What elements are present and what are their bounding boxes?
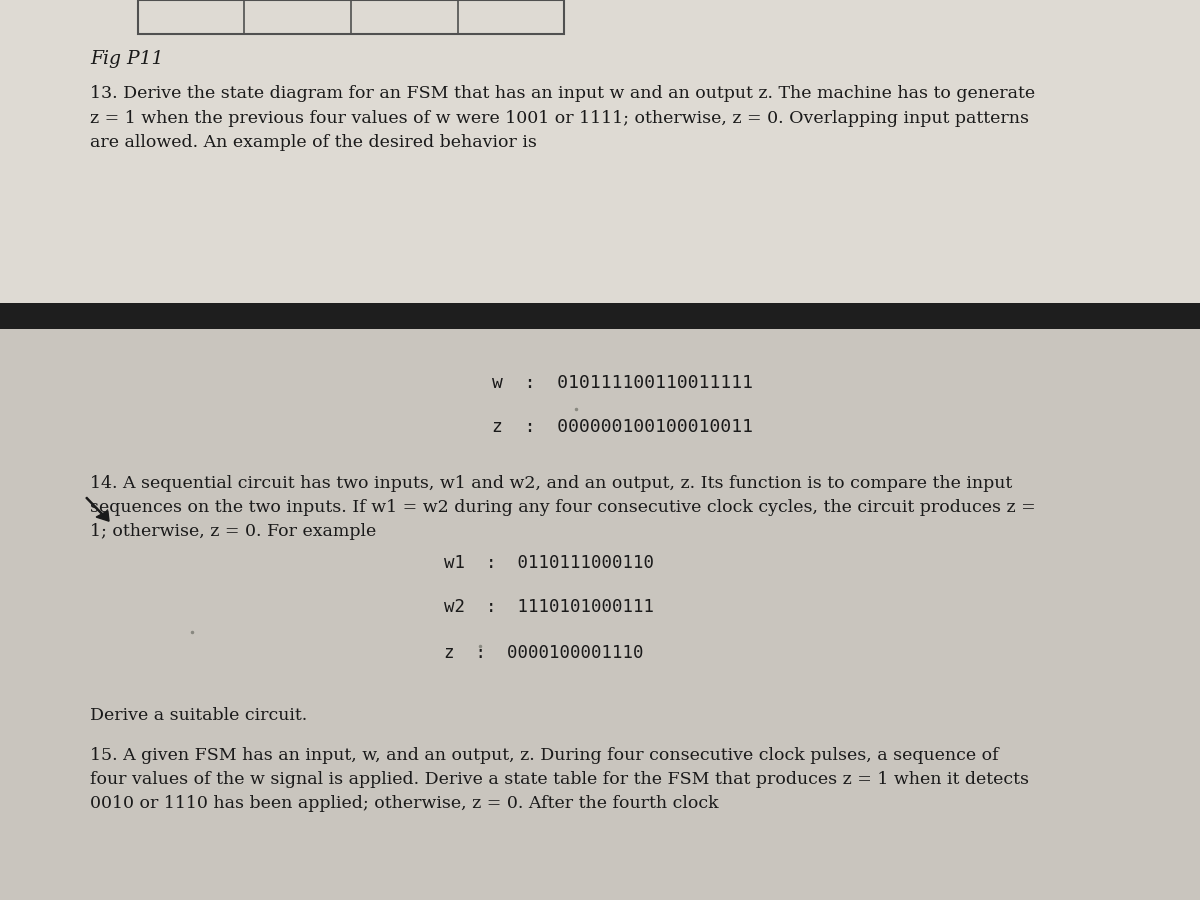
Text: w  :  010111100110011111: w : 010111100110011111: [492, 374, 754, 392]
Text: w2  :  1110101000111: w2 : 1110101000111: [444, 598, 654, 616]
Text: z  :  000000100100010011: z : 000000100100010011: [492, 418, 754, 436]
Text: w1  :  0110111000110: w1 : 0110111000110: [444, 554, 654, 572]
Bar: [0, 0, 1200, 303]
Text: 15. A given FSM has an input, w, and an output, z. During four consecutive clock: 15. A given FSM has an input, w, and an …: [90, 747, 1030, 813]
Bar: [138, 0, 564, 34]
Text: 14. A sequential circuit has two inputs, w1 and w2, and an output, z. Its functi: 14. A sequential circuit has two inputs,…: [90, 475, 1036, 541]
Text: 13. Derive the state diagram for an FSM that has an input w and an output z. The: 13. Derive the state diagram for an FSM …: [90, 86, 1036, 151]
FancyArrow shape: [86, 498, 109, 521]
Text: Derive a suitable circuit.: Derive a suitable circuit.: [90, 706, 307, 724]
Text: Fig P11: Fig P11: [90, 50, 163, 68]
Bar: [0, 303, 1200, 328]
Text: z  :  0000100001110: z : 0000100001110: [444, 644, 643, 662]
